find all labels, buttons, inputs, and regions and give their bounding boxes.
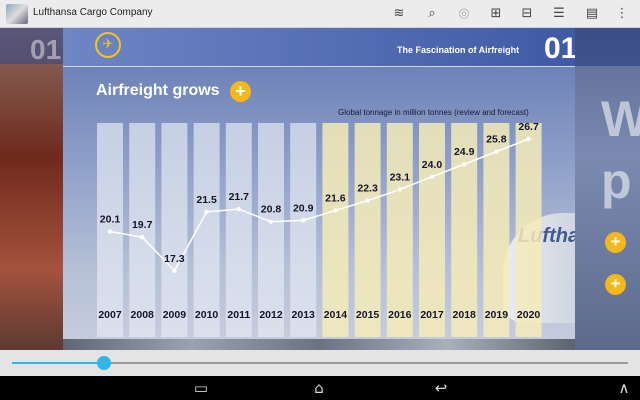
next-page-heading-line: W xyxy=(601,91,640,147)
slider-thumb[interactable] xyxy=(97,356,112,370)
forecast-column xyxy=(322,123,349,337)
slider-track[interactable] xyxy=(12,362,628,364)
data-label: 17.3 xyxy=(164,253,185,265)
search-icon[interactable]: ⌕ xyxy=(428,6,436,21)
forecast-column xyxy=(515,123,542,337)
chart-subtitle: Global tonnage in million tonnes (review… xyxy=(338,108,529,117)
data-label: 21.6 xyxy=(325,193,346,205)
data-point xyxy=(397,187,402,192)
data-point xyxy=(526,136,531,142)
data-label: 21.5 xyxy=(196,194,217,206)
x-tick-label: 2019 xyxy=(485,309,509,321)
data-label: 20.9 xyxy=(293,202,314,214)
crane-logo-icon: ✈ xyxy=(95,32,121,58)
reader-stage[interactable]: 01 ✈ The Fascination of Airfreight 01 Lu… xyxy=(0,28,640,350)
page-number: 01 xyxy=(544,32,575,65)
next-page-header xyxy=(575,28,640,66)
previous-page-preview[interactable]: 01 xyxy=(0,28,63,350)
data-point xyxy=(204,209,209,215)
data-point xyxy=(429,174,435,180)
x-tick-label: 2016 xyxy=(388,309,412,321)
x-tick-label: 2009 xyxy=(163,309,187,321)
data-point xyxy=(268,219,274,224)
data-label: 20.8 xyxy=(261,204,282,216)
chart-panel: Lufthansa 20.119.717.321.521.720.820.921… xyxy=(63,67,575,350)
list-icon[interactable]: ☰ xyxy=(553,6,565,21)
layers-icon[interactable]: ≋ xyxy=(393,6,405,21)
data-label: 23.1 xyxy=(390,171,411,183)
next-page-plus-button[interactable]: + xyxy=(605,232,626,253)
data-label: 21.7 xyxy=(229,191,250,203)
forecast-column xyxy=(419,123,445,337)
data-label: 26.7 xyxy=(518,121,539,133)
tonnage-chart: 20.1 19.7 17.3 21.5 21.7 20.8 20.9 21.6 22.3 23.1… xyxy=(97,121,542,337)
review-column xyxy=(258,123,284,337)
next-page-heading: W p xyxy=(601,88,640,212)
bookmarks-icon[interactable]: ⊟ xyxy=(521,6,533,21)
x-tick-label: 2010 xyxy=(195,309,219,321)
cargo-photo-strip xyxy=(63,339,575,350)
chart-title: Airfreight grows xyxy=(96,82,220,99)
top-app-bar: Lufthansa Cargo Company ≋ ⌕ ◎ ⊞ ⊟ ☰ ▤ ⋮ xyxy=(0,0,640,28)
x-tick-label: 2008 xyxy=(131,309,155,321)
overflow-menu-icon[interactable]: ⋮ xyxy=(615,6,629,21)
forecast-column xyxy=(386,123,413,337)
data-label: 22.3 xyxy=(357,183,378,195)
app-title: Lufthansa Cargo Company xyxy=(33,7,153,18)
data-label: 25.8 xyxy=(486,134,507,146)
recent-apps-icon[interactable]: ▭ xyxy=(193,379,209,397)
expand-plus-button[interactable]: + xyxy=(230,81,251,102)
data-point xyxy=(494,149,499,154)
x-tick-label: 2015 xyxy=(356,309,380,321)
next-page-plus-button[interactable]: + xyxy=(605,274,626,295)
next-page-heading-line: p xyxy=(601,153,632,209)
x-tick-label: 2017 xyxy=(420,309,444,321)
app-logo-icon[interactable] xyxy=(6,4,28,24)
x-tick-label: 2018 xyxy=(453,309,477,321)
review-column xyxy=(161,123,188,337)
data-label: 19.7 xyxy=(132,219,153,231)
forecast-column xyxy=(354,123,381,337)
collapse-icon[interactable]: ∧ xyxy=(618,379,630,397)
tonnage-line xyxy=(109,138,529,273)
x-tick-label: 2011 xyxy=(227,309,250,321)
review-column xyxy=(129,123,156,337)
book-open-icon[interactable]: ⊞ xyxy=(490,6,502,21)
data-point xyxy=(301,218,306,223)
x-tick-label: 2007 xyxy=(98,309,122,321)
page-header: ✈ The Fascination of Airfreight 01 xyxy=(63,28,575,66)
review-column xyxy=(193,123,220,337)
x-tick-label: 2012 xyxy=(259,309,283,321)
previous-page-number: 01 xyxy=(30,34,62,65)
data-point xyxy=(365,198,370,203)
data-label: 24.9 xyxy=(454,146,475,158)
page-slider[interactable] xyxy=(0,350,640,376)
x-tick-label: 2020 xyxy=(517,309,541,321)
data-point xyxy=(107,229,113,234)
data-point xyxy=(333,208,338,213)
data-point xyxy=(172,268,177,273)
system-nav-bar: ▭ ⌂ ↩ ∧ xyxy=(0,376,640,400)
audio-icon[interactable]: ◎ xyxy=(458,6,470,21)
data-point xyxy=(236,206,241,212)
data-point xyxy=(140,234,145,240)
data-label: 20.1 xyxy=(100,214,121,226)
slider-progress xyxy=(12,362,105,364)
notes-icon[interactable]: ▤ xyxy=(585,6,599,21)
data-point xyxy=(462,162,467,167)
review-column xyxy=(290,123,317,337)
x-tick-label: 2013 xyxy=(292,309,316,321)
x-tick-label: 2014 xyxy=(324,309,348,321)
previous-page-header xyxy=(0,28,63,64)
review-column xyxy=(225,123,252,337)
forecast-column xyxy=(483,123,510,337)
next-page-preview[interactable]: W p + + xyxy=(575,28,640,350)
forecast-column xyxy=(451,123,478,337)
page-header-title: The Fascination of Airfreight xyxy=(397,45,520,55)
home-icon[interactable]: ⌂ xyxy=(314,379,324,397)
current-page: ✈ The Fascination of Airfreight 01 Lufth… xyxy=(63,28,575,350)
data-label: 24.0 xyxy=(422,159,443,171)
back-icon[interactable]: ↩ xyxy=(434,379,448,397)
